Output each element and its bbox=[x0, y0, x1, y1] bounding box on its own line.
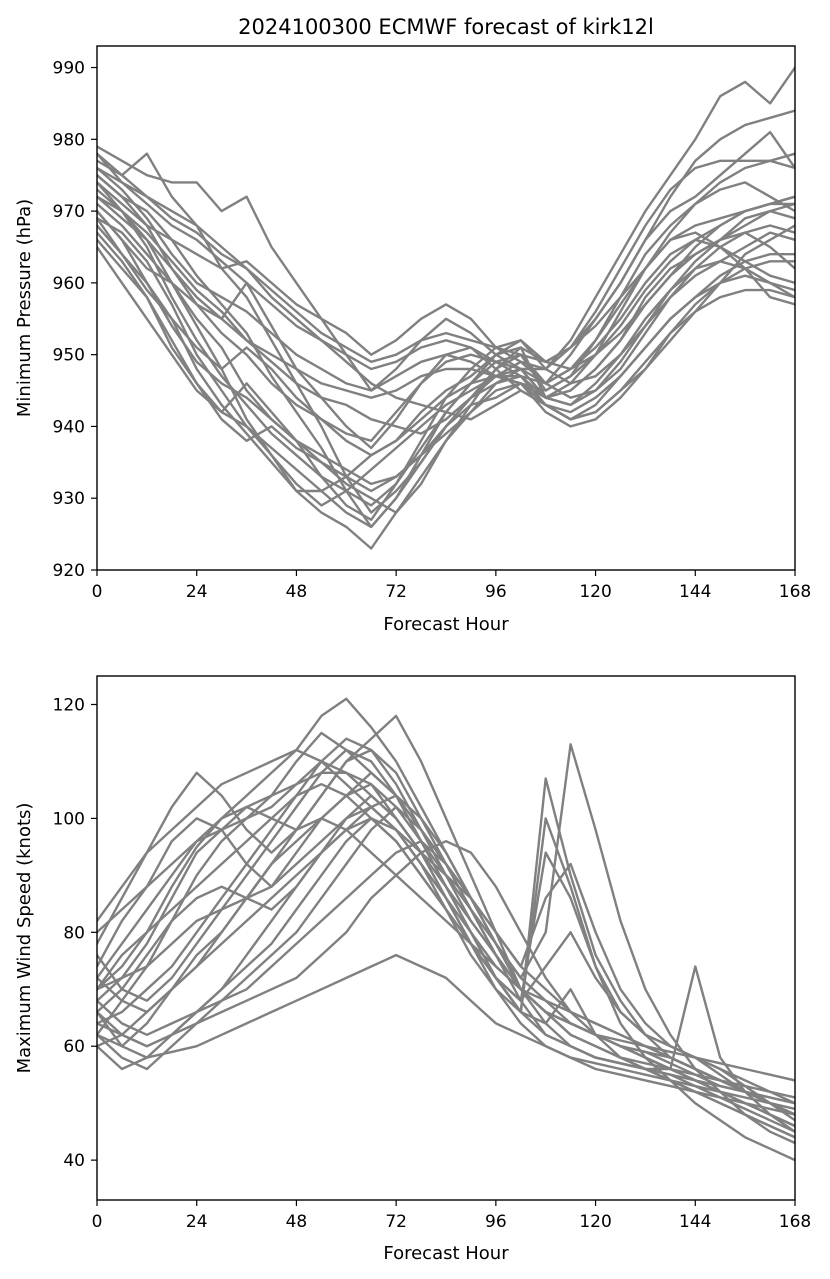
pressure-axes-frame bbox=[96, 45, 796, 571]
pressure-y-tick-label: 990 bbox=[53, 59, 85, 79]
pressure-y-tick-label: 940 bbox=[53, 417, 85, 437]
wind-y-tick-label: 40 bbox=[63, 1151, 85, 1171]
pressure-panel: 0 24 48 72 96 120 144 168 920 930 940 950 960 970 980 9… bbox=[14, 15, 811, 635]
pressure-y-tick-label: 980 bbox=[53, 130, 85, 150]
wind-series-line-20 bbox=[97, 760, 795, 1128]
wind-y-axis-label: Maximum Wind Speed (knots) bbox=[14, 803, 35, 1074]
pressure-series-line-4 bbox=[97, 217, 795, 507]
wind-x-tick-label: 24 bbox=[186, 1212, 208, 1232]
pressure-x-tick-label: 72 bbox=[385, 582, 407, 602]
wind-series-group bbox=[97, 697, 795, 1162]
pressure-series-line-17 bbox=[97, 245, 795, 529]
wind-x-tick-label: 0 bbox=[92, 1212, 103, 1232]
wind-series-line-21 bbox=[97, 817, 795, 1162]
pressure-x-tick-label: 144 bbox=[679, 582, 711, 602]
wind-series-line-6 bbox=[97, 794, 795, 1105]
pressure-x-tick-label: 0 bbox=[92, 582, 103, 602]
pressure-series-line-18 bbox=[97, 195, 795, 399]
pressure-y-axis-label: Minimum Pressure (hPa) bbox=[14, 199, 35, 417]
pressure-series-line-15 bbox=[97, 209, 795, 493]
wind-series-line-13 bbox=[97, 840, 795, 1099]
wind-y-tick-label: 60 bbox=[63, 1037, 85, 1057]
pressure-series-line-16 bbox=[97, 109, 795, 363]
wind-x-tick-label: 168 bbox=[779, 1212, 811, 1232]
wind-y-tick-label: 80 bbox=[63, 923, 85, 943]
pressure-series-line-10 bbox=[97, 166, 795, 392]
pressure-x-tick-label: 168 bbox=[779, 582, 811, 602]
pressure-series-line-14 bbox=[97, 173, 795, 442]
wind-y-tick-label: 120 bbox=[53, 695, 85, 715]
wind-x-tick-label: 72 bbox=[385, 1212, 407, 1232]
pressure-x-axis-label: Forecast Hour bbox=[383, 614, 509, 635]
wind-x-tick-label: 48 bbox=[286, 1212, 308, 1232]
wind-x-tick-label: 144 bbox=[679, 1212, 711, 1232]
pressure-x-tick-label: 48 bbox=[286, 582, 308, 602]
wind-x-tick-label: 96 bbox=[485, 1212, 507, 1232]
pressure-y-tick-label: 930 bbox=[53, 489, 85, 509]
wind-series-line-4 bbox=[97, 777, 795, 1116]
wind-series-line-15 bbox=[97, 817, 795, 1082]
pressure-y-tick-label: 920 bbox=[53, 561, 85, 581]
pressure-x-tick-label: 120 bbox=[579, 582, 611, 602]
pressure-series-line-5 bbox=[97, 231, 795, 514]
pressure-y-tick-label: 950 bbox=[53, 346, 85, 366]
pressure-x-tick-label: 24 bbox=[186, 582, 208, 602]
wind-series-line-12 bbox=[97, 748, 795, 1116]
pressure-series-line-12 bbox=[97, 152, 795, 435]
pressure-series-line-7 bbox=[97, 66, 795, 371]
pressure-series-line-21 bbox=[97, 159, 795, 371]
pressure-y-tick-label: 960 bbox=[53, 274, 85, 294]
wind-x-axis-label: Forecast Hour bbox=[383, 1243, 509, 1264]
wind-series-line-10 bbox=[97, 783, 795, 1122]
wind-series-line-19 bbox=[97, 805, 795, 1105]
wind-panel: 0 24 48 72 96 120 144 168 40 60 80 100 120 Forecast H… bbox=[14, 675, 811, 1264]
pressure-series-line-20 bbox=[97, 217, 795, 457]
wind-x-tick-label: 120 bbox=[579, 1212, 611, 1232]
pressure-chart-title: 2024100300 ECMWF forecast of kirk12l bbox=[238, 15, 654, 39]
pressure-x-tick-label: 96 bbox=[485, 582, 507, 602]
pressure-series-line-19 bbox=[97, 181, 795, 507]
wind-axes-frame bbox=[96, 675, 796, 1201]
pressure-series-line-9 bbox=[97, 224, 795, 493]
wind-y-tick-label: 100 bbox=[53, 809, 85, 829]
pressure-series-line-0 bbox=[97, 130, 795, 392]
pressure-series-line-3 bbox=[97, 195, 795, 550]
pressure-series-group bbox=[97, 66, 795, 550]
wind-series-line-18 bbox=[97, 805, 795, 1116]
pressure-y-tick-label: 970 bbox=[53, 202, 85, 222]
